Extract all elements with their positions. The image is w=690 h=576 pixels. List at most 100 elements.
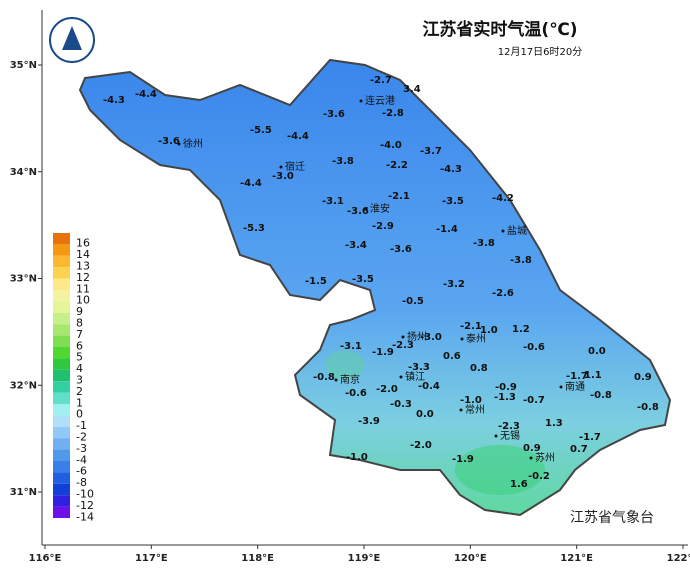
legend-swatch (53, 415, 70, 427)
station-value: -1.3 (494, 392, 516, 403)
station-value: -5.3 (243, 223, 265, 234)
legend-label: -14 (76, 510, 94, 523)
legend-label: 0 (76, 408, 83, 421)
legend-swatch (53, 449, 70, 461)
station-value: -1.5 (305, 276, 327, 287)
x-tick-label: 116°E (29, 553, 62, 564)
subtitle: 12月17日6时20分 (498, 46, 583, 58)
city-dot (459, 408, 463, 412)
station-value: -2.0 (376, 384, 398, 395)
station-value: -3.6 (390, 244, 412, 255)
x-tick-label: 122°E (667, 553, 690, 564)
city-name: 盐城 (507, 224, 527, 237)
x-tick-label: 118°E (241, 553, 274, 564)
station-value: -3.8 (510, 255, 532, 266)
legend-swatch (53, 301, 70, 313)
station-value: -3.0 (420, 332, 442, 343)
station-value: -3.7 (420, 146, 442, 157)
city-name: 苏州 (535, 451, 555, 464)
title: 江苏省实时气温(℃) (422, 19, 577, 40)
legend-label: -10 (76, 488, 94, 501)
station-value: -3.1 (322, 196, 344, 207)
city-name: 连云港 (365, 94, 395, 107)
x-tick-label: 120°E (454, 553, 487, 564)
y-tick-label: 34°N (10, 167, 37, 178)
legend-label: -3 (76, 442, 87, 455)
station-value: -2.1 (460, 321, 482, 332)
legend-swatch (53, 312, 70, 325)
station-value: -0.6 (523, 342, 545, 353)
station-value: -3.8 (473, 238, 495, 249)
legend-label: 13 (76, 260, 90, 273)
city-dot (494, 434, 498, 438)
legend-swatch (53, 255, 70, 268)
station-value: 0.7 (570, 444, 588, 455)
city-dot (359, 99, 363, 103)
legend-swatch (53, 392, 70, 404)
station-value: -3.5 (352, 274, 374, 285)
station-value: -1.7 (579, 432, 601, 443)
legend-label: 9 (76, 305, 83, 318)
legend-swatch (53, 495, 70, 507)
city-dot (364, 207, 368, 211)
station-value: 1.2 (512, 324, 530, 335)
legend-swatch (53, 347, 70, 359)
station-value: -3.3 (408, 362, 430, 373)
legend-label: 4 (76, 362, 83, 375)
city-name: 南京 (340, 373, 360, 386)
legend-label: 11 (76, 282, 90, 295)
legend-swatch (53, 438, 70, 450)
city-dot (334, 378, 338, 382)
y-tick-label: 35°N (10, 60, 37, 71)
station-value: -2.2 (386, 160, 408, 171)
legend-swatch (53, 244, 70, 256)
station-value: -4.4 (287, 131, 309, 142)
city-name: 淮安 (370, 202, 390, 215)
legend-label: 3 (76, 374, 83, 387)
city-name: 徐州 (183, 137, 203, 150)
legend-label: 7 (76, 328, 83, 341)
legend-label: 8 (76, 317, 83, 330)
city-dot (177, 142, 181, 146)
city-name: 无锡 (500, 429, 520, 442)
legend-label: -12 (76, 499, 94, 512)
station-value: -3.6 (323, 109, 345, 120)
station-value: 0.0 (588, 346, 606, 357)
y-tick-label: 31°N (10, 487, 37, 498)
station-value: -3.0 (272, 171, 294, 182)
legend-label: 1 (76, 396, 83, 409)
legend-label: 10 (76, 294, 90, 307)
x-tick-label: 119°E (348, 553, 381, 564)
legend-label: 5 (76, 351, 83, 364)
legend-label: 12 (76, 271, 90, 284)
station-value: -2.0 (410, 440, 432, 451)
station-value: -2.7 (370, 75, 392, 86)
station-value: -0.2 (528, 471, 550, 482)
station-value: -4.0 (380, 140, 402, 151)
station-value: -4.4 (240, 178, 262, 189)
station-value: 0.0 (416, 409, 434, 420)
station-value: -1.4 (436, 224, 458, 235)
legend-label: -6 (76, 465, 87, 478)
legend-swatch (53, 426, 70, 439)
station-value: -2.9 (372, 221, 394, 232)
legend-swatch (53, 233, 70, 245)
legend-swatch (53, 358, 70, 370)
station-value: -2.3 (392, 340, 414, 351)
x-tick-label: 117°E (135, 553, 168, 564)
x-tick-label: 121°E (560, 553, 593, 564)
station-value: -0.3 (390, 399, 412, 410)
station-value: -1.9 (372, 347, 394, 358)
station-value: -4.3 (103, 95, 125, 106)
legend-label: 14 (76, 248, 90, 261)
station-value: -1.0 (346, 452, 368, 463)
station-value: -4.2 (492, 193, 514, 204)
city-name: 常州 (465, 403, 485, 416)
station-value: -0.6 (345, 388, 367, 399)
station-value: -4.4 (135, 89, 157, 100)
legend-swatch (53, 472, 70, 484)
station-value: 0.6 (443, 351, 461, 362)
legend-swatch (53, 335, 70, 347)
station-value: -0.9 (495, 382, 517, 393)
